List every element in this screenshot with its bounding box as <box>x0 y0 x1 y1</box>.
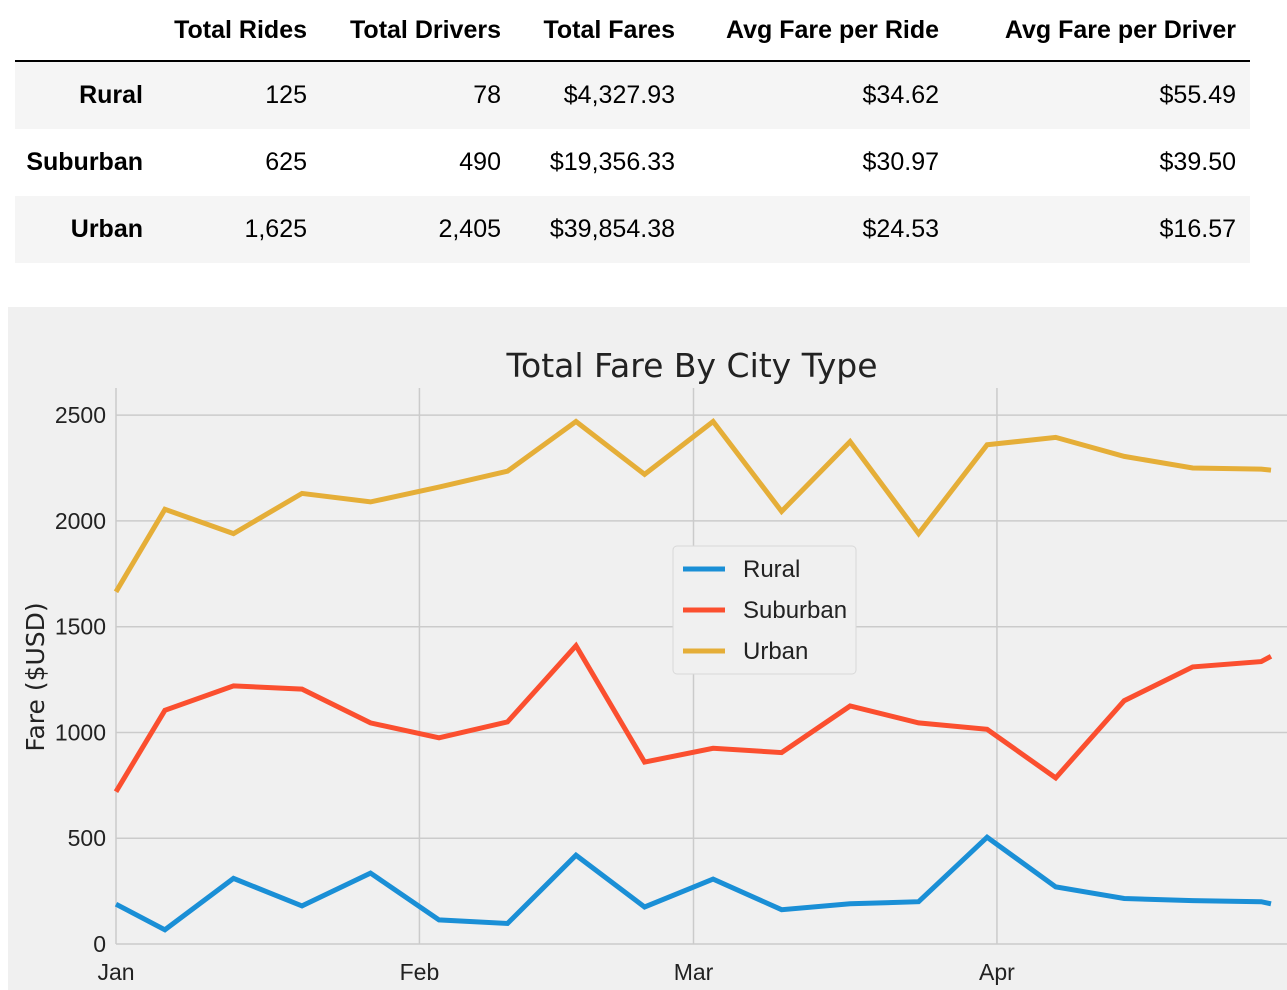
x-tick-label: Jan <box>97 959 134 985</box>
table-cell: $16.57 <box>953 196 1250 263</box>
table-cell: $19,356.33 <box>515 129 689 196</box>
legend-frame <box>672 545 857 675</box>
table-row: Rural 125 78 $4,327.93 $34.62 $55.49 <box>15 61 1250 129</box>
table-header-row: Total Rides Total Drivers Total Fares Av… <box>15 0 1250 62</box>
table-cell: $34.62 <box>689 61 953 129</box>
table-cell: $4,327.93 <box>515 61 689 129</box>
summary-table: Total Rides Total Drivers Total Fares Av… <box>15 0 1250 263</box>
chart-panel: 0 500 1000 1500 2000 2500 Jan Feb Mar Apr Total F… <box>8 307 1287 990</box>
x-tick-label: Feb <box>400 959 440 985</box>
table-cell: 2,405 <box>321 196 515 263</box>
legend-label: Suburban <box>743 597 847 624</box>
series-line-rural <box>114 833 1272 933</box>
y-tick-label: 2500 <box>55 402 106 428</box>
table-cell: 1,625 <box>157 196 321 263</box>
table-cell: $39.50 <box>953 129 1250 196</box>
table-cell: $30.97 <box>689 129 953 196</box>
legend-label: Rural <box>743 556 800 583</box>
x-tick-label: Mar <box>674 959 714 985</box>
table-row: Urban 1,625 2,405 $39,854.38 $24.53 $16.… <box>15 196 1250 263</box>
table-cell: 125 <box>157 61 321 129</box>
series-line-urban <box>113 417 1272 594</box>
table-cell: $39,854.38 <box>515 196 689 263</box>
row-header: Rural <box>15 61 157 129</box>
table-cell: 625 <box>157 129 321 196</box>
chart-title: Total Fare By City Type <box>506 346 878 385</box>
column-header: Total Fares <box>515 0 689 62</box>
y-tick-label: 0 <box>93 931 106 957</box>
column-header: Total Rides <box>157 0 321 62</box>
table-row: Suburban 625 490 $19,356.33 $30.97 $39.5… <box>15 129 1250 196</box>
series-line-suburban <box>113 641 1273 793</box>
y-tick-label: 2000 <box>55 508 106 534</box>
table-cell: $24.53 <box>689 196 953 263</box>
row-header: Urban <box>15 196 157 263</box>
table-cell: 78 <box>321 61 515 129</box>
table-cell: $55.49 <box>953 61 1250 129</box>
legend: Rural Suburban Urban <box>672 545 857 675</box>
y-tick-label: 1500 <box>55 614 106 640</box>
x-tick-label: Apr <box>979 959 1015 985</box>
legend-label: Urban <box>743 638 808 665</box>
line-chart: 0 500 1000 1500 2000 2500 Jan Feb Mar Apr Total F… <box>21 346 1287 985</box>
column-header: Avg Fare per Driver <box>953 0 1250 62</box>
row-header: Suburban <box>15 129 157 196</box>
y-axis-title: Fare ($USD) <box>21 602 50 751</box>
column-header: Total Drivers <box>321 0 515 62</box>
column-header <box>15 0 157 62</box>
y-tick-label: 500 <box>68 825 106 851</box>
column-header: Avg Fare per Ride <box>689 0 953 62</box>
y-tick-label: 1000 <box>55 719 106 745</box>
table-cell: 490 <box>321 129 515 196</box>
